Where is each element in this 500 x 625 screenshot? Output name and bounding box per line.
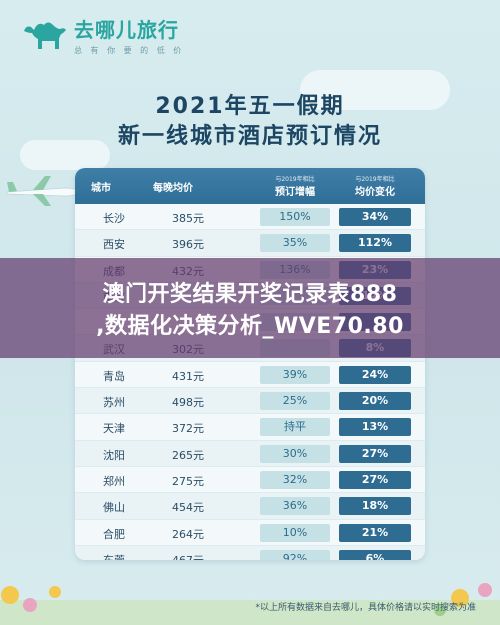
price-cell: 431元 — [172, 369, 204, 383]
banner-line-2: ,数据化决策分析_WVE70.80 — [96, 314, 404, 339]
table-row: 苏州 498元 25% 20% — [75, 388, 425, 415]
city-cell: 郑州 — [103, 474, 125, 488]
banner-line-1: 澳门开奖结果开奖记录表888 — [102, 282, 398, 307]
growth-cell: 35% — [260, 234, 330, 253]
header-city: 城市 — [91, 182, 111, 194]
growth-cell: 39% — [260, 365, 330, 384]
header-price: 每晚均价 — [153, 182, 193, 194]
brand-logo: 去哪儿旅行 总 有 你 要 的 低 价 — [22, 14, 184, 56]
city-cell: 长沙 — [103, 212, 125, 225]
growth-cell: 25% — [260, 392, 330, 411]
table-row: 合肥 264元 10% 21% — [75, 520, 425, 546]
growth-cell: 36% — [260, 497, 330, 516]
city-cell: 沈阳 — [103, 448, 125, 462]
city-cell: 东莞 — [103, 552, 125, 560]
table-row: 青岛 431元 39% 24% — [75, 362, 425, 389]
price-cell: 454元 — [172, 501, 204, 515]
airplane-icon — [6, 176, 78, 206]
header-change: 与2019年相比 均价变化 — [355, 176, 395, 198]
flowers-decoration — [0, 583, 500, 625]
table-row: 长沙 385元 150% 34% — [75, 204, 425, 231]
table-row: 西安 396元 35% 112% — [75, 230, 425, 257]
price-cell: 265元 — [172, 448, 204, 462]
city-cell: 青岛 — [103, 369, 125, 383]
footnote: *以上所有数据来自去哪儿，具体价格请以实时搜索为准 — [255, 603, 476, 613]
change-cell: 34% — [339, 208, 411, 226]
growth-cell: 持平 — [260, 418, 330, 437]
growth-cell: 150% — [260, 208, 330, 226]
price-cell: 498元 — [172, 396, 204, 410]
change-cell: 20% — [339, 392, 411, 411]
change-cell: 24% — [339, 365, 411, 384]
header-growth: 与2019年相比 预订增幅 — [275, 176, 315, 198]
table-row: 郑州 275元 32% 27% — [75, 467, 425, 494]
growth-cell: 92% — [260, 549, 330, 560]
change-cell: 27% — [339, 470, 411, 489]
price-cell: 372元 — [172, 422, 204, 436]
table-body: 长沙385元150%34%西安396元35%112%成都432元136%23%南… — [75, 204, 425, 560]
growth-cell: 32% — [260, 470, 330, 489]
growth-cell: 10% — [260, 523, 330, 542]
change-cell: 6% — [339, 549, 411, 560]
hotel-booking-table: 城市 每晚均价 与2019年相比 预订增幅 与2019年相比 均价变化 长沙 38… — [75, 168, 425, 560]
page-title: 2021年五一假期 — [155, 94, 345, 119]
city-cell: 西安 — [103, 238, 125, 252]
table-row: 东莞 467元 92% 6% — [75, 545, 425, 560]
city-cell: 天津 — [103, 422, 125, 436]
overlay-banner[interactable]: 澳门开奖结果开奖记录表888 ,数据化决策分析_WVE70.80 — [0, 258, 500, 358]
city-cell: 合肥 — [103, 527, 125, 541]
price-cell: 275元 — [172, 474, 204, 488]
growth-cell: 30% — [260, 444, 330, 463]
change-cell: 13% — [339, 418, 411, 437]
cloud-decoration — [20, 140, 110, 170]
city-cell: 苏州 — [103, 396, 125, 410]
brand-name: 去哪儿旅行 — [74, 18, 179, 42]
table-row: 佛山 454元 36% 18% — [75, 493, 425, 520]
price-cell: 467元 — [172, 552, 204, 560]
price-cell: 385元 — [172, 212, 204, 225]
cloud-decoration — [300, 70, 450, 110]
city-cell: 佛山 — [103, 501, 125, 515]
change-cell: 112% — [339, 234, 411, 253]
table-row: 天津 372元 持平 13% — [75, 414, 425, 441]
change-cell: 18% — [339, 497, 411, 516]
change-cell: 21% — [339, 523, 411, 542]
page-subtitle: 新一线城市酒店预订情况 — [117, 124, 382, 149]
table-header: 城市 每晚均价 与2019年相比 预订增幅 与2019年相比 均价变化 — [75, 168, 425, 204]
price-cell: 264元 — [172, 527, 204, 541]
camel-icon — [24, 22, 66, 49]
change-cell: 27% — [339, 444, 411, 463]
price-cell: 396元 — [172, 238, 204, 252]
table-row: 沈阳 265元 30% 27% — [75, 440, 425, 467]
brand-slogan: 总 有 你 要 的 低 价 — [74, 46, 185, 55]
